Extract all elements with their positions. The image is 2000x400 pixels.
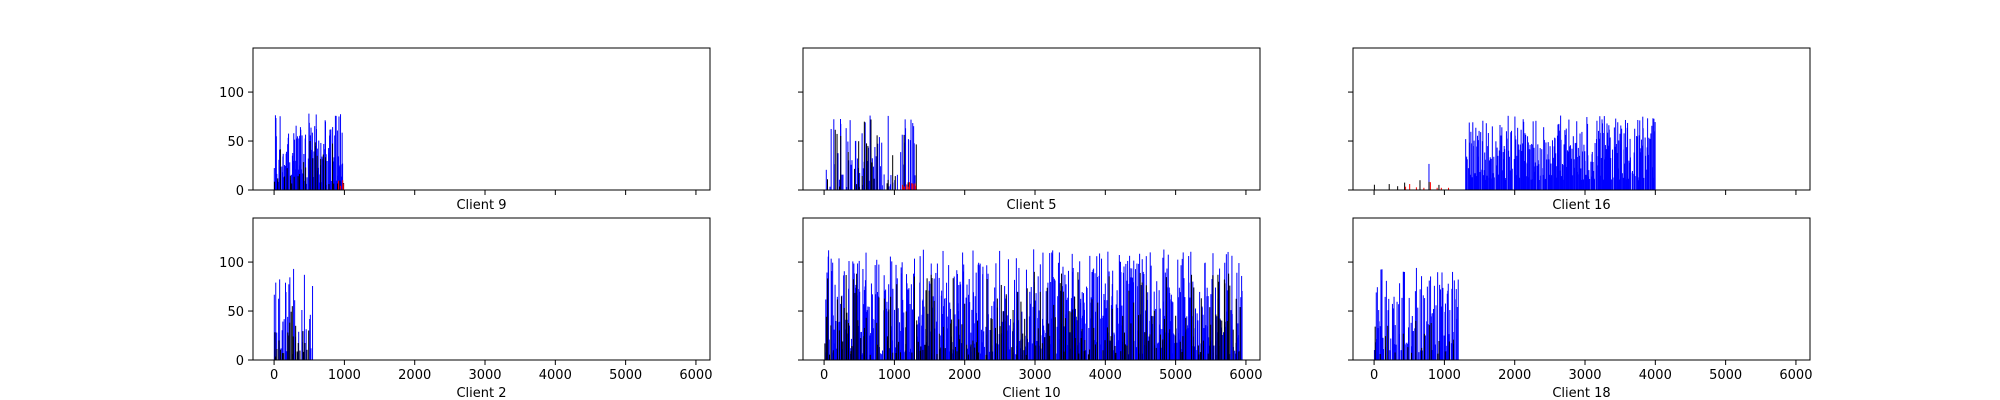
x-tick-label: 1000 [1428,368,1461,383]
x-tick-label: 0 [820,368,828,383]
x-tick-label: 4000 [1089,368,1122,383]
y-tick-label: 100 [219,86,244,101]
x-tick-label: 6000 [1229,368,1262,383]
x-tick-label: 2000 [948,368,981,383]
subplot-6: 0 1000 2000 3000 4000 5000 6000 Client 18 [1348,217,1812,400]
y-tick-label: 100 [219,256,244,271]
x-axis-label: Client 5 [1006,198,1056,213]
subplot-2: Client 5 [798,47,1261,213]
axes-frame [1352,217,1811,361]
x-tick-label: 5000 [1709,368,1742,383]
x-tick-label: 2000 [398,368,431,383]
subplot-1: 0 50 100 Client 9 [219,47,711,213]
x-tick-label: 5000 [1159,368,1192,383]
x-tick-label: 3000 [1568,368,1601,383]
x-tick-label: 1000 [878,368,911,383]
y-tick-label: 50 [227,305,244,320]
x-tick-label: 0 [270,368,278,383]
x-tick-label: 1000 [328,368,361,383]
x-axis-label: Client 9 [456,198,506,213]
x-tick-label: 5000 [609,368,642,383]
x-tick-label: 4000 [1639,368,1672,383]
y-tick-label: 0 [236,184,244,199]
x-tick-label: 6000 [1779,368,1812,383]
axes-frame [252,217,711,361]
y-tick-label: 50 [227,135,244,150]
axes-frame [1352,47,1811,191]
x-axis-label: Client 18 [1552,386,1610,400]
subplot-3: Client 16 [1348,47,1811,213]
x-tick-label: 3000 [1018,368,1051,383]
x-axis-label: Client 16 [1552,198,1610,213]
axes-frame [802,47,1261,191]
x-tick-label: 0 [1370,368,1378,383]
axes-frame [252,47,711,191]
x-tick-label: 3000 [468,368,501,383]
axes-frame [802,217,1261,361]
x-tick-label: 6000 [679,368,712,383]
y-tick-label: 0 [236,354,244,369]
x-axis-label: Client 10 [1002,386,1060,400]
x-tick-label: 2000 [1498,368,1531,383]
subplot-5: 0 1000 2000 3000 4000 5000 6000 Client 10 [798,217,1262,400]
subplot-4: 0 1000 2000 3000 4000 5000 6000 0 50 100 Client 2 [219,217,712,400]
x-axis-label: Client 2 [456,386,506,400]
x-tick-label: 4000 [539,368,572,383]
